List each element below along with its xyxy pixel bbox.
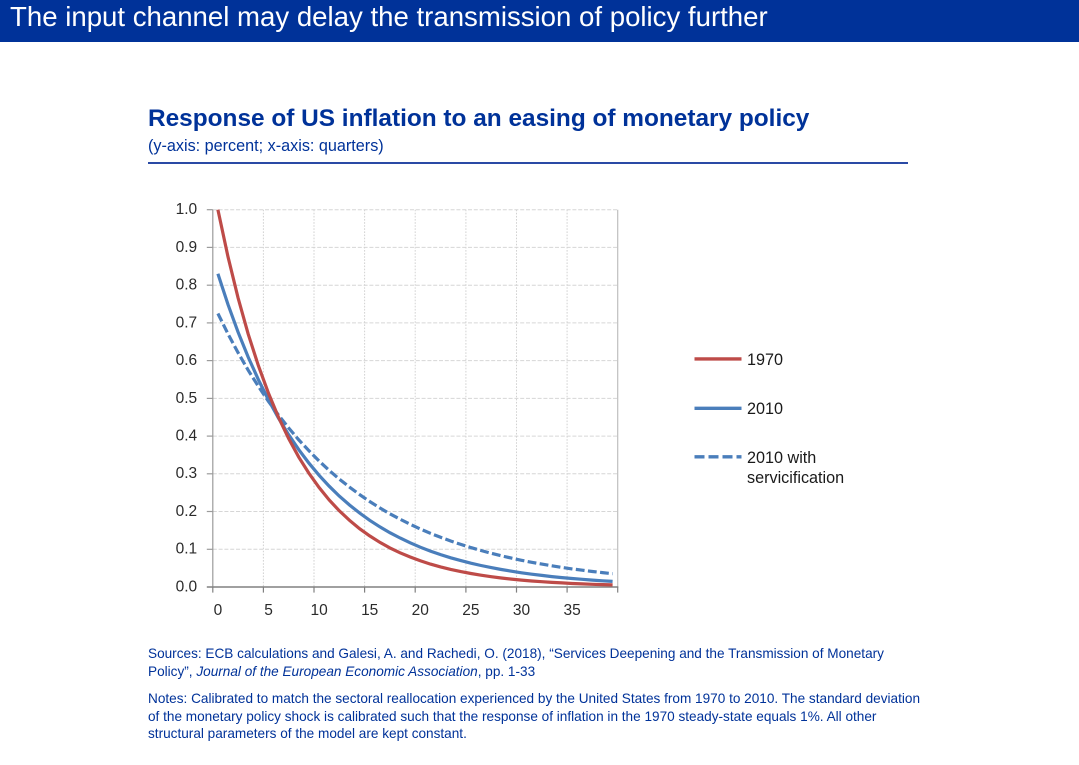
svg-text:0.3: 0.3 <box>176 465 198 482</box>
svg-text:0.1: 0.1 <box>176 541 198 558</box>
svg-text:1.0: 1.0 <box>176 201 198 218</box>
svg-text:0.7: 0.7 <box>176 314 198 331</box>
svg-text:0.6: 0.6 <box>176 352 198 369</box>
svg-text:35: 35 <box>563 602 580 619</box>
svg-text:30: 30 <box>513 602 531 619</box>
svg-text:0.9: 0.9 <box>176 239 198 256</box>
svg-text:0.2: 0.2 <box>176 503 198 520</box>
svg-text:0.8: 0.8 <box>176 277 198 294</box>
svg-text:5: 5 <box>264 602 273 619</box>
svg-text:0: 0 <box>214 602 223 619</box>
svg-text:0.0: 0.0 <box>176 578 198 595</box>
svg-text:0.4: 0.4 <box>176 428 198 445</box>
svg-text:15: 15 <box>361 602 378 619</box>
svg-text:20: 20 <box>412 602 430 619</box>
svg-text:25: 25 <box>462 602 479 619</box>
svg-text:10: 10 <box>310 602 328 619</box>
svg-text:0.5: 0.5 <box>176 390 198 407</box>
